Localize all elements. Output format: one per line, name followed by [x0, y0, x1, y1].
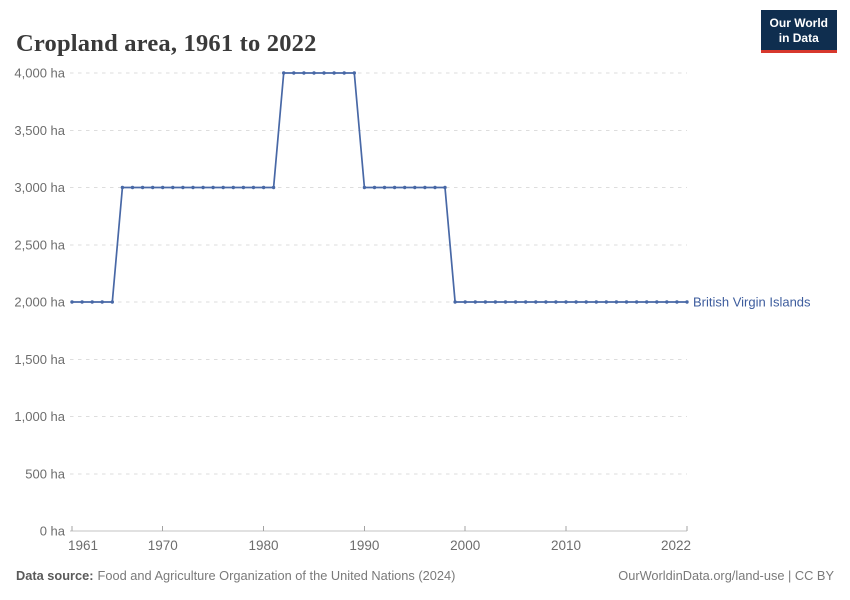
owid-logo-line1: Our World	[769, 16, 828, 30]
data-point-marker	[382, 185, 387, 190]
data-point-marker	[332, 71, 336, 75]
data-point-marker	[261, 185, 266, 190]
data-point-marker	[503, 300, 508, 304]
owid-logo-line2: in Data	[778, 31, 819, 45]
data-point-marker	[362, 185, 367, 190]
x-tick-label: 1970	[148, 538, 178, 553]
y-tick-label: 3,000 ha	[14, 180, 65, 195]
data-point-marker	[151, 185, 155, 190]
data-point-marker	[655, 300, 659, 304]
y-tick-label: 1,500 ha	[14, 352, 65, 367]
data-point-marker	[251, 185, 256, 190]
credit-link[interactable]: OurWorldinData.org/land-use | CC BY	[618, 568, 834, 583]
data-point-marker	[685, 300, 689, 304]
y-tick-label: 1,000 ha	[14, 409, 65, 424]
x-tick-label: 2000	[450, 538, 480, 553]
x-tick-label: 1980	[249, 538, 279, 553]
data-point-marker	[191, 185, 195, 190]
data-point-marker	[594, 300, 598, 304]
data-point-marker	[463, 300, 467, 304]
data-point-marker	[110, 300, 115, 304]
data-point-marker	[443, 185, 447, 190]
data-point-marker	[453, 300, 457, 304]
data-point-marker	[231, 185, 235, 190]
data-point-marker	[624, 300, 629, 304]
data-source-label: Data source:	[16, 568, 94, 583]
y-tick-label: 2,500 ha	[14, 237, 65, 252]
y-tick-label: 2,000 ha	[14, 295, 65, 310]
data-point-marker	[80, 300, 84, 304]
data-point-marker	[90, 300, 94, 304]
data-point-marker	[292, 71, 296, 75]
data-point-marker	[513, 300, 518, 304]
data-point-marker	[282, 71, 286, 75]
data-point-marker	[312, 71, 316, 75]
data-point-marker	[634, 300, 639, 304]
data-point-marker	[675, 300, 679, 304]
data-point-marker	[574, 300, 578, 304]
data-source: Data source: Food and Agriculture Organiz…	[16, 568, 455, 583]
data-source-text: Food and Agriculture Organization of the…	[97, 568, 456, 583]
data-point-marker	[413, 185, 417, 190]
data-point-marker	[140, 185, 145, 190]
y-tick-label: 4,000 ha	[14, 66, 65, 81]
data-point-marker	[302, 71, 306, 75]
y-tick-label: 500 ha	[25, 466, 66, 481]
data-point-marker	[493, 300, 498, 304]
data-point-marker	[352, 71, 356, 75]
data-point-marker	[554, 300, 558, 304]
data-point-marker	[604, 300, 608, 304]
x-tick-label: 1990	[349, 538, 379, 553]
series-label: British Virgin Islands	[693, 295, 811, 310]
data-point-marker	[221, 185, 225, 190]
data-point-marker	[403, 185, 407, 190]
data-point-marker	[483, 300, 488, 304]
data-point-marker	[645, 300, 649, 304]
data-point-marker	[70, 300, 74, 304]
data-point-marker	[534, 300, 538, 304]
data-point-marker	[614, 300, 619, 304]
data-point-marker	[524, 300, 528, 304]
data-point-marker	[271, 185, 276, 190]
data-point-marker	[372, 185, 377, 190]
data-point-marker	[433, 185, 437, 190]
data-point-marker	[100, 300, 104, 304]
data-point-marker	[665, 300, 669, 304]
data-point-marker	[171, 185, 175, 190]
x-tick-label: 2010	[551, 538, 581, 553]
chart-footer: Data source: Food and Agriculture Organiz…	[16, 568, 834, 583]
data-point-marker	[392, 185, 397, 190]
data-point-marker	[564, 300, 568, 304]
data-point-marker	[181, 185, 185, 190]
chart-title: Cropland area, 1961 to 2022	[16, 30, 317, 58]
data-point-marker	[473, 300, 477, 304]
owid-logo[interactable]: Our World in Data	[760, 10, 837, 53]
data-point-marker	[120, 185, 125, 190]
data-point-marker	[544, 300, 548, 304]
data-point-marker	[201, 185, 205, 190]
data-point-marker	[584, 300, 588, 304]
x-tick-label: 1961	[68, 538, 98, 553]
data-point-marker	[342, 71, 346, 75]
data-point-marker	[241, 185, 246, 190]
y-tick-label: 0 ha	[40, 524, 66, 539]
x-tick-label: 2022	[661, 538, 691, 553]
y-tick-label: 3,500 ha	[14, 123, 65, 138]
data-point-marker	[161, 185, 165, 190]
data-point-marker	[423, 185, 427, 190]
data-point-marker	[211, 185, 215, 190]
data-point-marker	[130, 185, 135, 190]
data-point-marker	[322, 71, 326, 75]
